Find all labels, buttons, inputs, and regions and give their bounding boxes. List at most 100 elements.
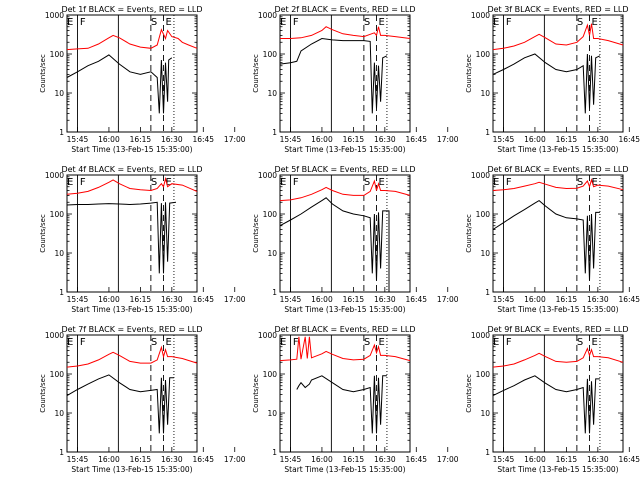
x-tick-label: 16:15 (343, 455, 365, 464)
x-tick-label: 16:45 (405, 455, 427, 464)
y-tick-label: 100 (50, 210, 65, 219)
chart-title: Det 2f BLACK = Events, RED = LLD (274, 5, 415, 14)
event-marker: F (506, 177, 512, 188)
y-axis-label: Counts/sec (39, 214, 47, 253)
y-tick-label: 1000 (471, 171, 490, 180)
x-axis-label: Start Time (13-Feb-15 15:35:00) (71, 305, 192, 314)
chart-panel-2: Det 2f BLACK = Events, RED = LLD 1 10 100 10… (252, 5, 459, 154)
x-tick-label: 16:45 (618, 295, 640, 304)
events-series-line (66, 54, 173, 114)
plot-frame (492, 334, 624, 453)
x-tick-label: 16:45 (618, 455, 640, 464)
event-marker: F (80, 177, 86, 188)
chart-panel-9: Det 9f BLACK = Events, RED = LLD 1 10 100 10… (465, 325, 640, 474)
lld-series-line (492, 23, 624, 51)
x-tick-label: 17:00 (224, 455, 246, 464)
x-tick-label: 15:45 (280, 135, 302, 144)
event-marker: E (280, 17, 286, 28)
y-axis-label: Counts/sec (465, 214, 473, 253)
chart-panel-8: Det 8f BLACK = Events, RED = LLD 1 10 100 10… (252, 325, 459, 474)
event-marker: E (379, 17, 385, 28)
event-marker: S (364, 177, 370, 188)
chart-panel-7: Det 7f BLACK = Events, RED = LLD 1 10 100 10… (39, 325, 246, 474)
plot-frame (279, 174, 411, 293)
chart-panel-1: Det 1f BLACK = Events, RED = LLD 1 10 100 10… (39, 5, 246, 154)
x-axis-label: Start Time (13-Feb-15 15:35:00) (71, 145, 192, 154)
x-tick-label: 16:15 (130, 135, 152, 144)
y-tick-label: 100 (476, 50, 491, 59)
y-tick-label: 100 (263, 370, 278, 379)
event-marker: F (506, 337, 512, 348)
y-tick-label: 1 (485, 128, 490, 137)
x-tick-label: 16:15 (130, 455, 152, 464)
lld-series-line (66, 345, 198, 368)
x-tick-label: 17:00 (437, 455, 459, 464)
event-marker: F (293, 177, 299, 188)
y-tick-label: 10 (480, 89, 490, 98)
x-tick-label: 16:00 (98, 455, 120, 464)
y-tick-label: 100 (263, 210, 278, 219)
x-tick-label: 16:45 (405, 135, 427, 144)
x-tick-label: 15:45 (493, 455, 515, 464)
y-tick-label: 100 (50, 370, 65, 379)
x-tick-label: 16:00 (311, 295, 333, 304)
x-tick-label: 17:00 (437, 295, 459, 304)
x-tick-label: 16:00 (311, 135, 333, 144)
event-marker: E (166, 17, 172, 28)
event-marker: E (280, 177, 286, 188)
x-tick-label: 15:45 (67, 135, 89, 144)
event-marker: S (364, 17, 370, 28)
x-tick-label: 16:45 (618, 135, 640, 144)
plot-frame (279, 334, 411, 453)
y-tick-label: 10 (267, 249, 277, 258)
x-tick-label: 16:30 (374, 295, 396, 304)
event-marker: S (577, 177, 583, 188)
plot-frame (279, 14, 411, 133)
x-tick-label: 16:00 (98, 295, 120, 304)
y-tick-label: 1000 (258, 331, 277, 340)
x-tick-label: 16:15 (556, 295, 578, 304)
event-marker: S (151, 17, 157, 28)
chart-panel-4: Det 4f BLACK = Events, RED = LLD 1 10 100 10… (39, 165, 246, 314)
event-marker: F (80, 17, 86, 28)
x-tick-label: 15:45 (280, 295, 302, 304)
events-series-line (66, 374, 174, 434)
y-tick-label: 100 (263, 50, 278, 59)
event-marker: S (577, 337, 583, 348)
x-tick-label: 16:15 (556, 135, 578, 144)
y-tick-label: 10 (54, 409, 64, 418)
event-marker: E (592, 17, 598, 28)
chart-title: Det 5f BLACK = Events, RED = LLD (274, 165, 415, 174)
x-tick-label: 16:00 (524, 135, 546, 144)
y-tick-label: 1000 (471, 331, 490, 340)
x-tick-label: 17:00 (224, 135, 246, 144)
lld-series-line (66, 28, 198, 51)
y-tick-label: 1 (59, 448, 64, 457)
y-axis-label: Counts/sec (252, 374, 260, 413)
x-tick-label: 16:00 (524, 295, 546, 304)
y-axis-label: Counts/sec (465, 54, 473, 93)
chart-title: Det 9f BLACK = Events, RED = LLD (487, 325, 628, 334)
x-tick-label: 16:00 (524, 455, 546, 464)
event-marker: F (506, 17, 512, 28)
chart-panel-6: Det 6f BLACK = Events, RED = LLD 1 10 100 10… (465, 165, 640, 314)
x-tick-label: 17:00 (224, 295, 246, 304)
x-tick-label: 16:45 (192, 135, 214, 144)
y-tick-label: 1 (272, 128, 277, 137)
x-tick-label: 16:30 (161, 455, 183, 464)
y-tick-label: 1 (485, 448, 490, 457)
lld-series-line (492, 178, 624, 191)
event-marker: E (592, 177, 598, 188)
x-tick-label: 16:45 (192, 295, 214, 304)
chart-panel-5: Det 5f BLACK = Events, RED = LLD 1 10 100 10… (252, 165, 459, 314)
x-tick-label: 16:45 (405, 295, 427, 304)
x-tick-label: 16:15 (343, 295, 365, 304)
x-tick-label: 16:00 (98, 135, 120, 144)
y-tick-label: 1 (59, 288, 64, 297)
y-tick-label: 1000 (258, 11, 277, 20)
chart-panel-3: Det 3f BLACK = Events, RED = LLD 1 10 100 10… (465, 5, 640, 154)
x-tick-label: 16:30 (161, 295, 183, 304)
plot-frame (66, 174, 198, 293)
y-axis-label: Counts/sec (465, 374, 473, 413)
